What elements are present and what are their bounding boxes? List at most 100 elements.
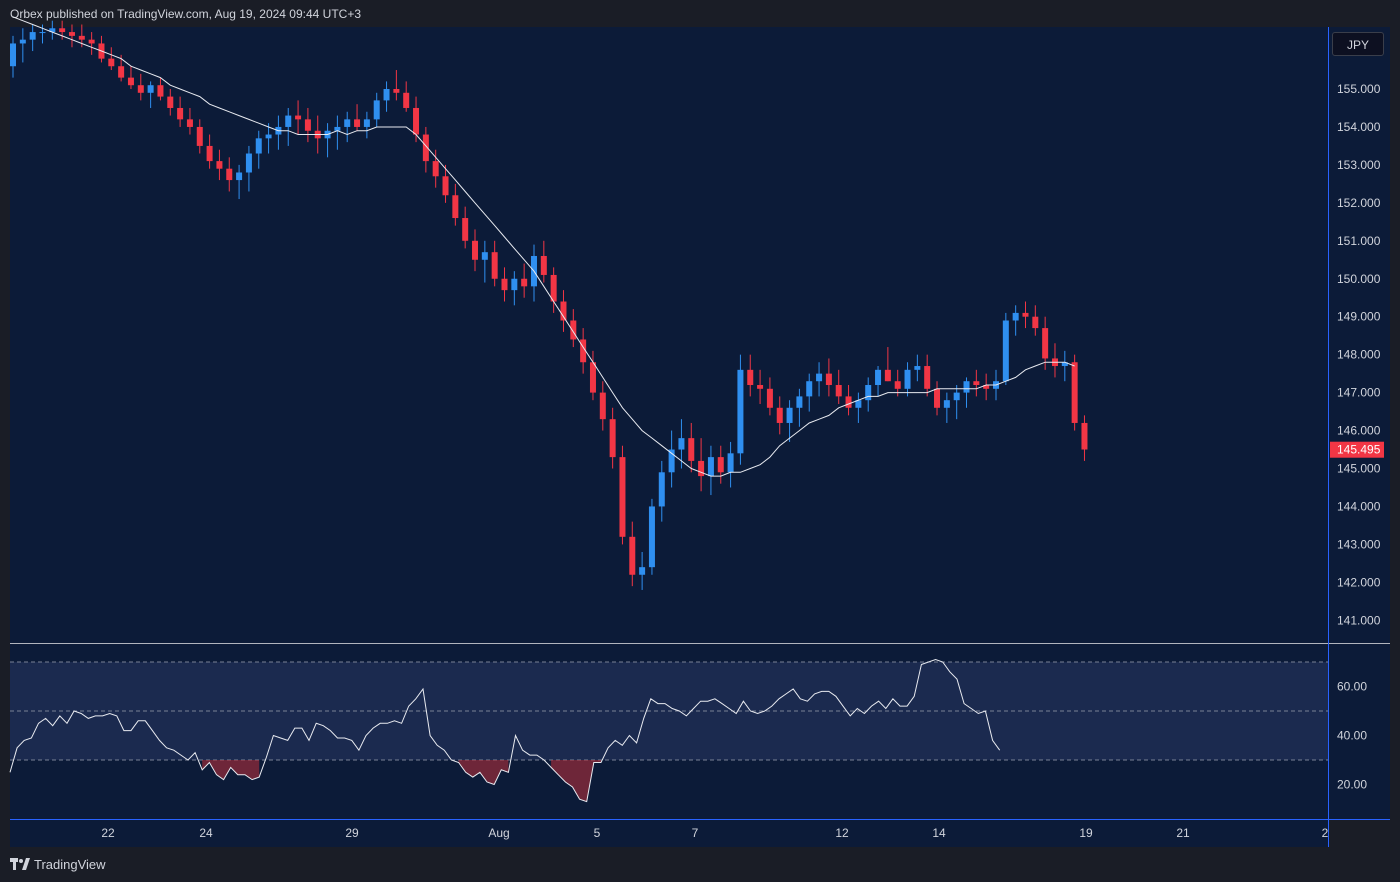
candle-body [766,388,773,408]
candle [255,130,262,169]
candle [137,73,144,101]
candle-body [295,115,302,120]
candle [1081,415,1088,461]
candle-body [157,85,164,97]
candle [983,373,990,401]
price-tick: 148.000 [1337,348,1381,362]
time-tick: Aug [488,826,509,840]
tradingview-footer[interactable]: TradingView [10,855,106,873]
candle-body [245,153,252,173]
price-tick: 147.000 [1337,386,1381,400]
candle [865,377,872,412]
candle [393,70,400,101]
candle [570,309,577,348]
candle [1022,301,1029,329]
candle-body [904,369,911,389]
candle-body [658,472,665,507]
candle [236,164,243,200]
candle [127,66,134,89]
candle-body [599,392,606,420]
candle-body [521,278,528,287]
price-tick: 142.000 [1337,575,1381,589]
candle-body [422,134,429,162]
candle [383,81,390,112]
currency-badge[interactable]: JPY [1332,32,1384,56]
candle [344,111,351,143]
candle-body [786,407,793,423]
candle [118,54,125,82]
time-tick: 5 [594,826,601,840]
candle [59,20,66,40]
candle [629,521,636,587]
candle [1032,305,1039,336]
candle-body [10,43,16,67]
candle [747,354,754,397]
candle [521,263,528,298]
candle [609,407,616,469]
candle [737,354,744,465]
candle-body [894,381,901,389]
price-tick: 145.000 [1337,462,1381,476]
candle-body [609,419,616,458]
candle-body [717,457,724,473]
price-axis[interactable] [1328,27,1390,819]
candle-body [963,381,970,393]
rsi-line [9,658,1001,803]
price-tick: 153.000 [1337,158,1381,172]
price-tick: 151.000 [1337,234,1381,248]
candle [442,164,449,203]
price-tick: 154.000 [1337,120,1381,134]
candle [216,149,223,181]
candle [432,149,439,188]
candle-body [1061,362,1068,367]
candle [1061,350,1068,382]
candle-body [973,381,980,386]
candle [452,183,459,226]
last-price-marker: 145.495 [1330,441,1384,458]
candle-body [1032,316,1039,329]
tradingview-brand: TradingView [34,856,106,872]
candle [825,358,832,397]
candle [658,460,665,522]
candle [668,430,675,488]
price-tick: 143.000 [1337,537,1381,551]
candle [363,111,370,139]
candle [953,385,960,420]
candle-body [776,407,783,423]
candle-body [206,145,213,162]
candle [1042,316,1049,370]
rsi-oversold-area [458,760,509,785]
candle [196,119,203,154]
candle-body [835,385,842,397]
candle-body [629,536,636,575]
candle [1071,354,1078,431]
candle [875,366,882,397]
candle [226,157,233,192]
time-tick: 2 [1322,826,1329,840]
candle [855,392,862,423]
candle [1012,305,1019,336]
candle-body [796,396,803,408]
time-tick: 29 [345,826,359,840]
candle [757,369,764,404]
candle [245,145,252,192]
candle-body [540,255,547,275]
candle [560,290,567,332]
candle-body [934,388,941,408]
candle-body [49,28,56,33]
candle-body [550,274,557,302]
candle [167,89,174,116]
candle-body [413,107,420,135]
candle-body [373,100,380,120]
candle [688,422,695,473]
candle-body [186,119,193,127]
price-tick: 149.000 [1337,310,1381,324]
candle-body [816,373,823,382]
candle-body [865,385,872,401]
time-axis[interactable] [10,820,1328,847]
candle-body [884,369,891,382]
candle [462,206,469,249]
candle-body [78,35,85,40]
candle-body [1002,320,1009,382]
